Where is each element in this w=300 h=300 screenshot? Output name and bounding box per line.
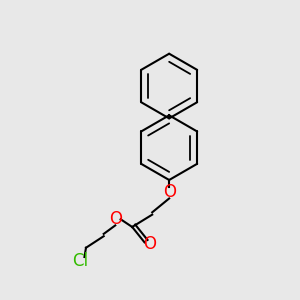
Text: O: O (143, 235, 156, 253)
Text: Cl: Cl (73, 252, 89, 270)
Text: O: O (163, 183, 176, 201)
Text: O: O (109, 210, 122, 228)
